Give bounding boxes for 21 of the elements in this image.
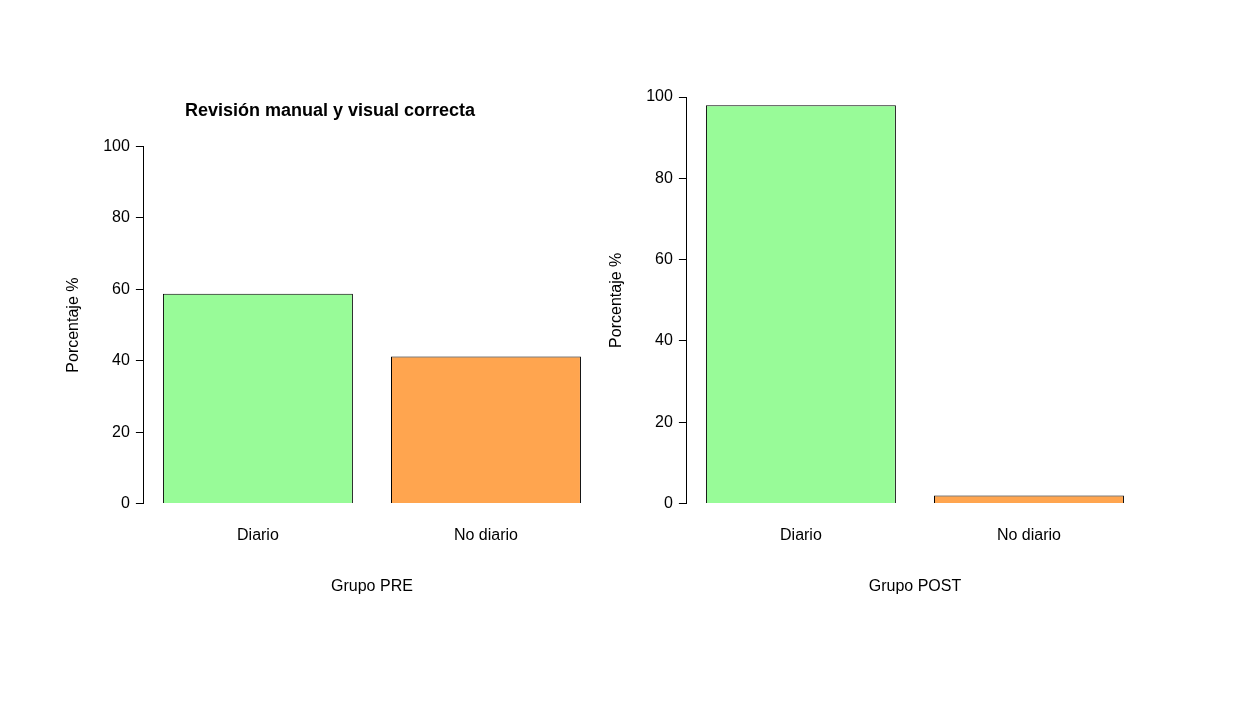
y-tick-label: 100 (103, 137, 130, 155)
y-tick-label: 20 (112, 422, 130, 440)
x-tick-label: Diario (237, 525, 279, 543)
y-tick-label: 60 (655, 250, 673, 268)
y-tick-label: 40 (655, 331, 673, 349)
x-axis-title: Grupo PRE (331, 576, 413, 594)
y-axis-title: Porcentaje % (64, 277, 82, 373)
x-axis-title: Grupo POST (868, 576, 962, 594)
y-tick-label: 60 (112, 279, 130, 297)
x-tick-label: No diario (996, 525, 1062, 543)
y-tick-label: 20 (655, 412, 673, 430)
y-tick-label: 0 (663, 494, 673, 512)
x-tick-label: No diario (453, 525, 519, 543)
y-tick-label: 40 (112, 351, 130, 369)
y-tick-label: 80 (655, 168, 673, 186)
y-tick-label: 80 (112, 208, 130, 226)
y-tick-label: 100 (646, 87, 673, 105)
y-tick-label: 0 (120, 494, 130, 512)
y-axis-title: Porcentaje % (607, 252, 625, 348)
chart-title: Revisión manual y visual correcta (184, 99, 477, 120)
x-tick-label: Diario (780, 525, 822, 543)
